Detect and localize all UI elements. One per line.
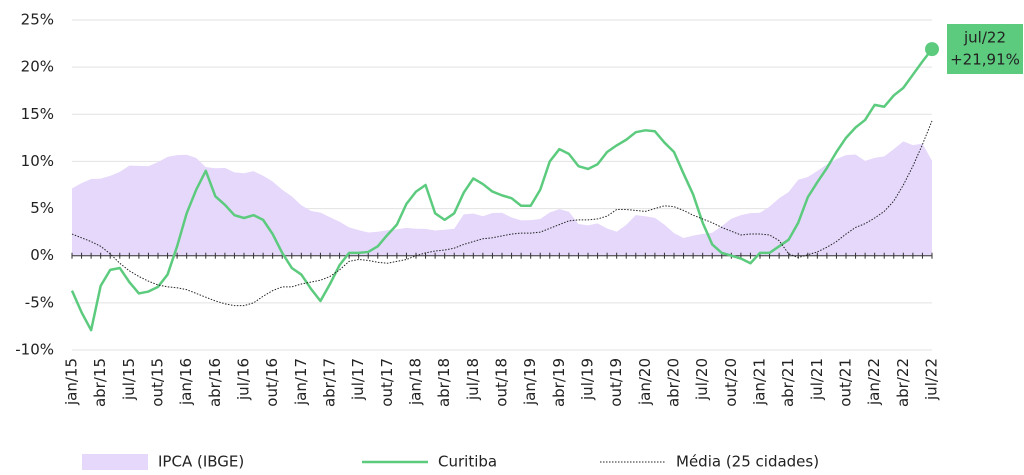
x-tick-label: out/15 xyxy=(149,358,167,407)
legend-label: IPCA (IBGE) xyxy=(158,453,244,471)
annotation-text: +21,91% xyxy=(950,51,1020,69)
x-tick-label: jul/15 xyxy=(120,358,138,401)
x-tick-label: out/19 xyxy=(607,358,625,407)
x-tick-label: abr/20 xyxy=(665,358,683,407)
x-tick-label: out/16 xyxy=(263,358,281,407)
y-tick-label: -5% xyxy=(25,293,54,311)
x-tick-label: abr/16 xyxy=(206,358,224,407)
legend-swatch xyxy=(82,454,148,470)
x-tick-label: jan/16 xyxy=(177,358,195,406)
x-tick-label: out/20 xyxy=(722,358,740,407)
x-tick-label: abr/17 xyxy=(321,358,339,407)
x-tick-label: abr/22 xyxy=(894,358,912,407)
x-tick-label: jul/17 xyxy=(349,358,367,401)
x-tick-label: jan/15 xyxy=(63,358,81,406)
x-tick-label: jan/20 xyxy=(636,358,654,406)
x-tick-label: jul/21 xyxy=(808,358,826,401)
area xyxy=(72,141,932,256)
x-tick-label: out/18 xyxy=(493,358,511,407)
x-tick-label: jan/19 xyxy=(521,358,539,406)
x-tick-label: abr/15 xyxy=(91,358,109,407)
y-tick-label: 10% xyxy=(21,152,54,170)
x-tick-label: jul/19 xyxy=(579,358,597,401)
x-tick-label: jan/17 xyxy=(292,358,310,406)
legend-label: Curitiba xyxy=(438,453,497,471)
x-tick-label: abr/21 xyxy=(779,358,797,407)
x-tick-label: out/17 xyxy=(378,358,396,407)
annotation-text: jul/22 xyxy=(963,29,1006,47)
x-tick-label: jul/16 xyxy=(235,358,253,401)
y-tick-label: 15% xyxy=(21,105,54,123)
x-tick-label: jan/22 xyxy=(865,358,883,406)
y-tick-label: 25% xyxy=(21,11,54,29)
x-tick-label: abr/19 xyxy=(550,358,568,407)
y-tick-label: 5% xyxy=(30,199,54,217)
y-tick-label: 0% xyxy=(30,246,54,264)
x-tick-label: jul/20 xyxy=(693,358,711,401)
y-tick-label: -10% xyxy=(15,341,54,359)
x-tick-label: jul/22 xyxy=(923,358,941,401)
x-tick-label: jan/21 xyxy=(751,358,769,406)
x-tick-label: abr/18 xyxy=(435,358,453,407)
end-marker xyxy=(925,42,939,57)
line xyxy=(70,48,933,332)
annotation-box xyxy=(947,24,1023,74)
x-tick-label: out/21 xyxy=(837,358,855,407)
x-tick-label: jan/18 xyxy=(407,358,425,406)
legend-label: Média (25 cidades) xyxy=(676,453,819,471)
y-tick-label: 20% xyxy=(21,58,54,76)
x-tick-label: jul/18 xyxy=(464,358,482,401)
